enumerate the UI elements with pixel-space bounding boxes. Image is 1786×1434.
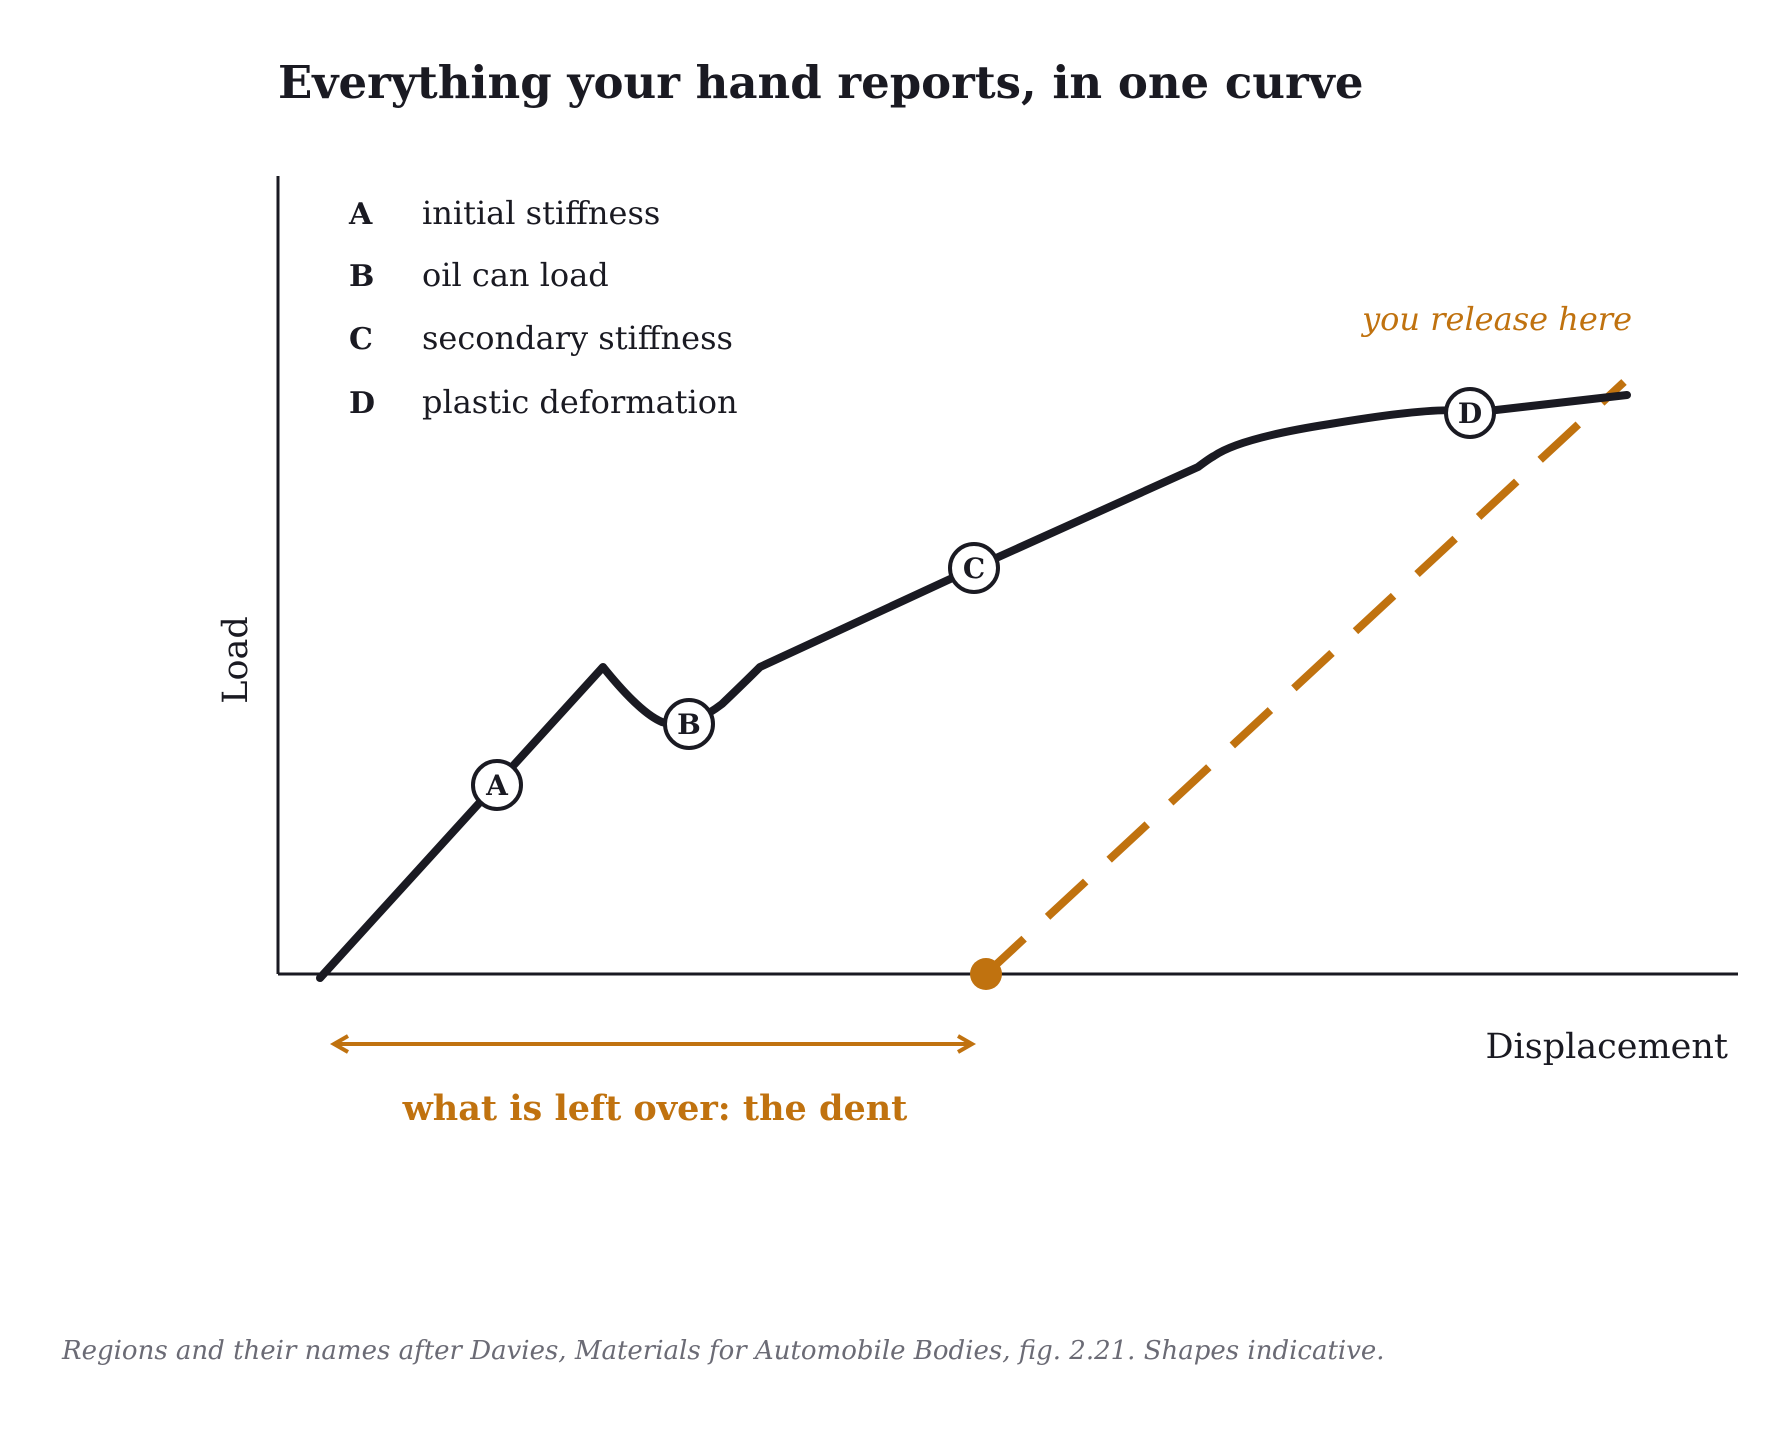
marker-c-label: C bbox=[963, 552, 985, 585]
marker-c: C bbox=[948, 542, 1000, 594]
load-curve bbox=[316, 391, 1631, 982]
y-axis-label: Load bbox=[216, 616, 256, 704]
dent-annotation: what is left over: the dent bbox=[402, 1088, 908, 1129]
legend-letter-a: A bbox=[348, 197, 373, 232]
marker-a-label: A bbox=[485, 769, 509, 802]
legend-text-d: plastic deformation bbox=[422, 383, 738, 421]
marker-a-circle bbox=[471, 759, 523, 811]
legend-text-a: initial stiffness bbox=[422, 194, 660, 232]
legend-text-b: oil can load bbox=[422, 256, 609, 294]
release-annotation: you release here bbox=[1360, 300, 1632, 338]
marker-b: B bbox=[663, 698, 715, 750]
figure-caption: Regions and their names after Davies, Ma… bbox=[62, 1336, 1385, 1366]
x-axis-label: Displacement bbox=[1485, 1027, 1728, 1067]
marker-d-label: D bbox=[1458, 397, 1482, 430]
legend-letter-c: C bbox=[349, 322, 373, 357]
unloading-line bbox=[983, 379, 1627, 977]
legend-letter-b: B bbox=[349, 259, 374, 294]
legend: A initial stiffness B oil can load C sec… bbox=[348, 194, 738, 421]
legend-text-c: secondary stiffness bbox=[422, 319, 733, 357]
residual-point bbox=[970, 958, 1002, 990]
legend-letter-d: D bbox=[349, 386, 375, 421]
marker-d-circle bbox=[1444, 387, 1496, 439]
marker-b-circle bbox=[663, 698, 715, 750]
page-title: Everything your hand reports, in one cur… bbox=[278, 56, 1364, 109]
marker-a: A bbox=[471, 759, 523, 811]
marker-b-label: B bbox=[677, 708, 701, 741]
marker-c-circle bbox=[948, 542, 1000, 594]
marker-d: D bbox=[1444, 387, 1496, 439]
